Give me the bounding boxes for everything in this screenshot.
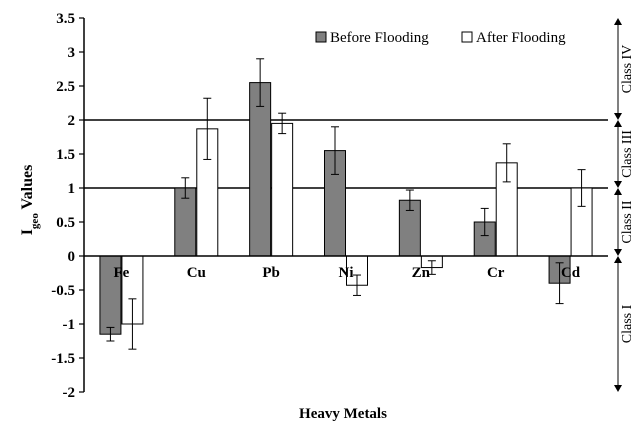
class-bracket-3-arrow-bottom [614,249,622,256]
y-axis-label-main: I [19,229,36,235]
class-bracket-2-arrow-top [614,120,622,127]
class-label-1: Class IV [620,45,635,94]
y-tick-label-2: 2.5 [56,79,75,95]
y-tick-label-4: 1.5 [56,147,75,163]
y-axis-label-rest: Values [19,165,36,213]
legend-swatch-after [461,31,473,43]
class-label-4: Class I [620,304,635,343]
class-bracket-1-arrow-top [614,18,622,25]
bar-pb-after [271,122,294,257]
y-tick-label-1: 3 [68,45,76,61]
y-tick-label-5: 1 [68,181,76,197]
y-tick-label-10: -1.5 [51,351,75,367]
legend-label-before: Before Flooding [330,30,429,46]
category-label-cd: Cd [561,265,581,281]
y-axis-label-sub: geo [29,213,41,229]
y-tick-label-6: 0.5 [56,215,75,231]
class-bracket-3-arrow-top [614,188,622,195]
class-label-2: Class III [620,130,635,178]
x-axis-label: Heavy Metals [299,406,387,422]
class-label-3: Class II [620,200,635,244]
class-bracket-1-arrow-bottom [614,113,622,120]
bar-pb-before [249,82,272,257]
y-tick-label-3: 2 [68,113,76,129]
class-bracket-4-arrow-top [614,256,622,263]
class-bracket-4-arrow-bottom [614,385,622,392]
category-label-pb: Pb [262,265,280,281]
category-label-fe: Fe [114,265,130,281]
class-bracket-2-arrow-bottom [614,181,622,188]
category-label-ni: Ni [339,265,354,281]
y-tick-label-8: -0.5 [51,283,75,299]
y-axis-label: Igeo Values [19,165,41,236]
category-label-cu: Cu [187,265,206,281]
y-tick-label-11: -2 [63,385,76,401]
y-tick-label-0: 3.5 [56,11,75,27]
y-tick-label-7: 0 [68,249,76,265]
y-tick-label-9: -1 [63,317,76,333]
category-label-cr: Cr [487,265,505,281]
legend-swatch-before [315,31,327,43]
category-label-zn: Zn [412,265,431,281]
legend-label-after: After Flooding [476,30,566,46]
